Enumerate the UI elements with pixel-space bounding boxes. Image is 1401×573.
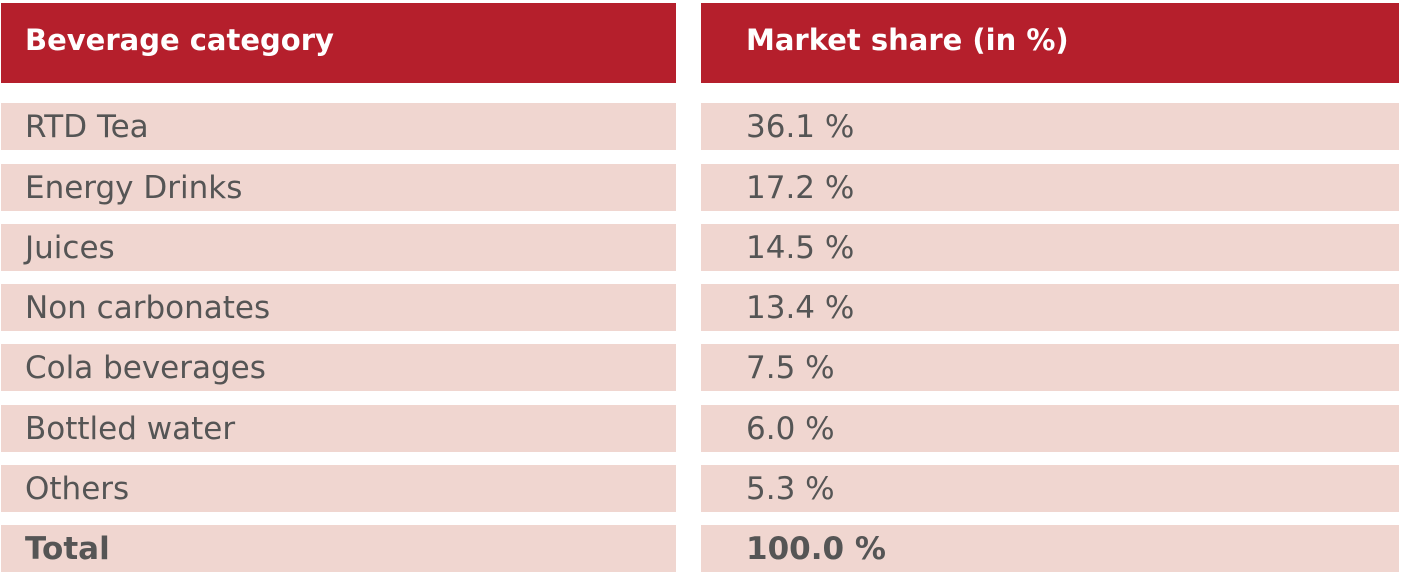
row-4-share: 13.4 % — [701, 284, 1399, 331]
row-7-share: 5.3 % — [701, 465, 1399, 512]
row-5-category: Cola beverages — [1, 344, 676, 391]
row-4-category: Non carbonates — [1, 284, 676, 331]
row-6-category: Bottled water — [1, 405, 676, 452]
header-market-share: Market share (in %) — [701, 3, 1399, 83]
row-1-share: 36.1 % — [701, 103, 1399, 150]
row-3-share: 14.5 % — [701, 224, 1399, 271]
row-3-category: Juices — [1, 224, 676, 271]
header-beverage-category: Beverage category — [1, 3, 676, 83]
row-6-share: 6.0 % — [701, 405, 1399, 452]
row-1-category: RTD Tea — [1, 103, 676, 150]
row-2-category: Energy Drinks — [1, 164, 676, 211]
row-5-share: 7.5 % — [701, 344, 1399, 391]
row-2-share: 17.2 % — [701, 164, 1399, 211]
row-7-category: Others — [1, 465, 676, 512]
total-row-share: 100.0 % — [701, 525, 1399, 572]
total-row-label: Total — [1, 525, 676, 572]
